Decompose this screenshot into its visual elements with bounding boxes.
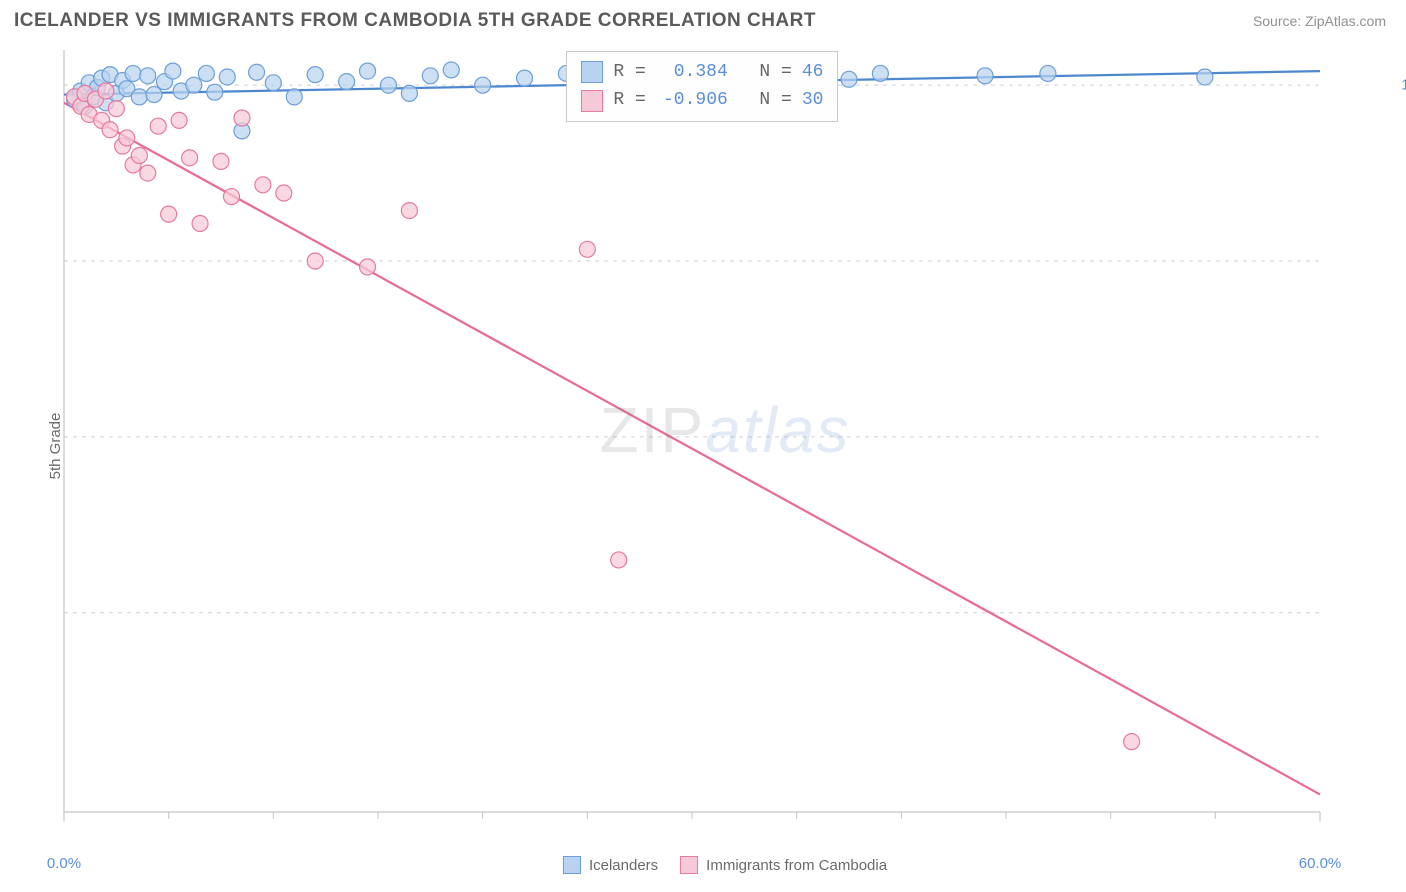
stats-n-value: 30 <box>802 86 824 115</box>
legend-label: Icelanders <box>589 857 658 874</box>
correlation-stats-box: R = 0.384 N = 46 R = -0.906 N = 30 <box>566 51 838 123</box>
y-tick-label: 100.0% <box>1401 77 1406 94</box>
stats-swatch <box>581 61 603 83</box>
stats-n-value: 46 <box>802 58 824 87</box>
stats-r-value: 0.384 <box>656 58 728 87</box>
chart-header: ICELANDER VS IMMIGRANTS FROM CAMBODIA 5T… <box>0 0 1406 42</box>
stats-row: R = 0.384 N = 46 <box>581 58 823 87</box>
legend: Icelanders Immigrants from Cambodia <box>563 856 887 874</box>
stats-swatch <box>581 90 603 112</box>
legend-swatch <box>563 856 581 874</box>
legend-label: Immigrants from Cambodia <box>706 857 887 874</box>
stats-r-value: -0.906 <box>656 86 728 115</box>
x-tick-label: 60.0% <box>1299 855 1342 872</box>
stats-n-label: N = <box>738 86 792 115</box>
x-tick-label: 0.0% <box>47 855 81 872</box>
stats-r-label: R = <box>613 86 645 115</box>
stats-n-label: N = <box>738 58 792 87</box>
chart-source: Source: ZipAtlas.com <box>1253 13 1386 29</box>
legend-item: Icelanders <box>563 856 658 874</box>
chart-title: ICELANDER VS IMMIGRANTS FROM CAMBODIA 5T… <box>14 10 816 32</box>
stats-r-label: R = <box>613 58 645 87</box>
legend-swatch <box>680 856 698 874</box>
scatter-plot <box>60 46 1390 846</box>
legend-item: Immigrants from Cambodia <box>680 856 887 874</box>
chart-area: 5th Grade ZIPatlas R =0.384 N =46R =-0.9… <box>60 46 1390 846</box>
stats-row: R = -0.906 N = 30 <box>581 86 823 115</box>
